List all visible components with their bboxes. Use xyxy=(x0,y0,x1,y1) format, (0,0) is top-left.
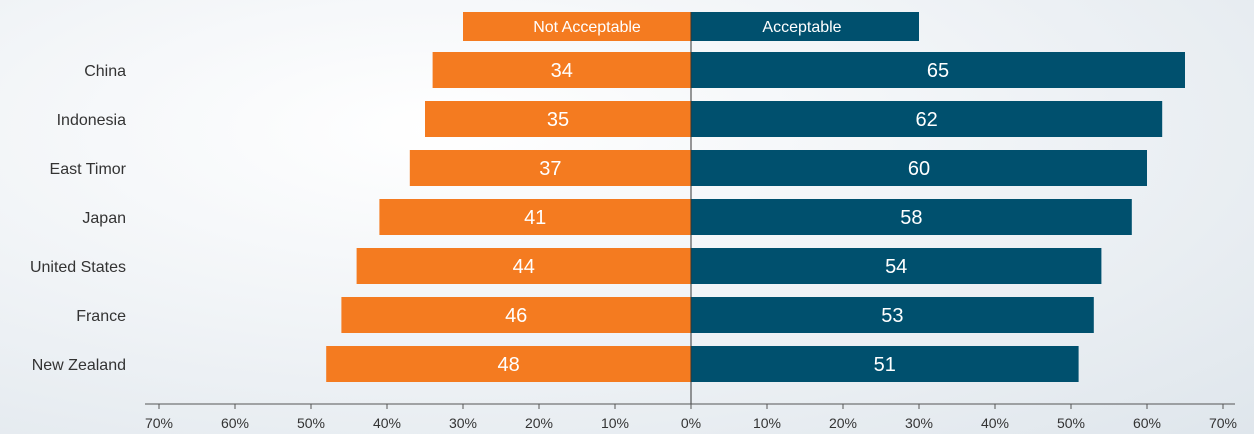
x-tick-label: 50% xyxy=(1057,415,1085,431)
x-tick-label: 30% xyxy=(905,415,933,431)
bar-not-acceptable xyxy=(432,52,691,88)
x-tick-label: 60% xyxy=(1133,415,1161,431)
x-tick-label: 60% xyxy=(221,415,249,431)
data-label-acceptable: 53 xyxy=(881,305,903,327)
data-label-not-acceptable: 37 xyxy=(539,158,561,180)
x-tick-label: 20% xyxy=(829,415,857,431)
data-label-acceptable: 62 xyxy=(915,109,937,131)
data-label-acceptable: 60 xyxy=(908,158,930,180)
data-label-not-acceptable: 35 xyxy=(547,109,569,131)
bar-not-acceptable xyxy=(326,346,691,382)
legend-label-acceptable: Acceptable xyxy=(762,19,841,36)
data-label-not-acceptable: 44 xyxy=(513,256,535,278)
bar-acceptable xyxy=(691,101,1163,137)
bar-not-acceptable xyxy=(409,150,691,186)
bar-acceptable xyxy=(691,52,1185,88)
x-tick-label: 0% xyxy=(681,415,701,431)
bar-not-acceptable xyxy=(341,297,691,333)
bar-acceptable xyxy=(691,297,1094,333)
x-axis: 70% 60% 50% 40% 30% 20% 10% 0% 10% 20% 30% 40% 50% 60… xyxy=(145,403,1237,431)
data-label-acceptable: 58 xyxy=(900,207,922,229)
x-tick-label: 70% xyxy=(1209,415,1237,431)
x-tick-label: 10% xyxy=(753,415,781,431)
legend-swatch-acceptable xyxy=(691,12,919,41)
category-label: France xyxy=(76,308,126,325)
data-label-not-acceptable: 48 xyxy=(497,354,519,376)
bar-acceptable xyxy=(691,150,1147,186)
category-label: United States xyxy=(30,259,126,276)
category-labels: China Indonesia East Timor Japan United Stat… xyxy=(30,63,127,374)
bar-acceptable xyxy=(691,199,1132,235)
x-tick-label: 40% xyxy=(981,415,1009,431)
bar-acceptable xyxy=(691,248,1102,284)
x-tick-label: 20% xyxy=(525,415,553,431)
data-label-acceptable: 51 xyxy=(874,354,896,376)
bar-not-acceptable xyxy=(379,199,691,235)
data-label-not-acceptable: 34 xyxy=(551,60,573,82)
bar-acceptable xyxy=(691,346,1079,382)
x-tick-label: 50% xyxy=(297,415,325,431)
category-label: New Zealand xyxy=(32,357,126,374)
data-label-acceptable: 54 xyxy=(885,256,907,278)
category-label: China xyxy=(84,63,126,80)
data-label-not-acceptable: 46 xyxy=(505,305,527,327)
category-label: Indonesia xyxy=(57,112,126,129)
x-tick-label: 70% xyxy=(145,415,173,431)
data-label-not-acceptable: 41 xyxy=(524,207,546,229)
bars: 34 65 35 62 37 60 41 58 44 54 46 53 48 51 xyxy=(326,12,1185,404)
data-label-acceptable: 65 xyxy=(927,60,949,82)
category-label: Japan xyxy=(82,210,126,227)
bar-not-acceptable xyxy=(425,101,691,137)
legend: Not Acceptable Acceptable xyxy=(463,12,919,41)
legend-label-not-acceptable: Not Acceptable xyxy=(533,19,641,36)
x-tick-label: 40% xyxy=(373,415,401,431)
legend-swatch-not-acceptable xyxy=(463,12,691,41)
category-label: East Timor xyxy=(50,161,127,178)
x-tick-label: 10% xyxy=(601,415,629,431)
x-tick-label: 30% xyxy=(449,415,477,431)
bar-not-acceptable xyxy=(356,248,691,284)
